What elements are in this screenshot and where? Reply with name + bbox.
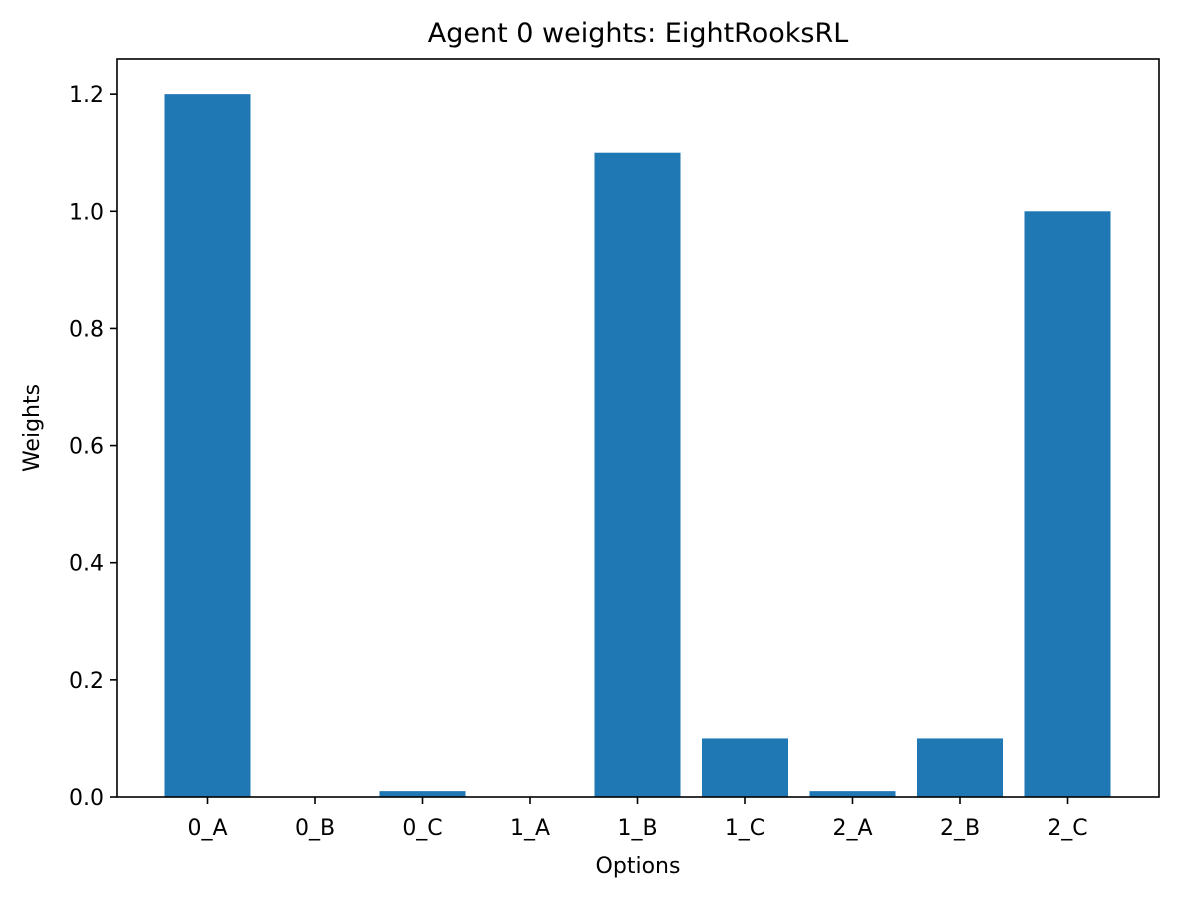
x-tick-label: 2_A	[832, 816, 872, 841]
y-axis-label: Weights	[20, 384, 45, 472]
y-tick-label: 0.2	[69, 669, 104, 694]
x-tick-label: 1_B	[617, 816, 657, 841]
plot-frame	[116, 58, 1160, 798]
bars-group	[164, 94, 1111, 798]
bar-0_A	[164, 94, 251, 797]
y-tick-label: 0.8	[69, 317, 104, 342]
x-tick-label: 0_A	[187, 816, 227, 841]
bar-2_B	[917, 738, 1003, 797]
x-tick-label: 1_A	[510, 816, 550, 841]
x-axis-label: Options	[596, 854, 681, 879]
bar-1_B	[594, 152, 681, 797]
x-tick-label: 0_C	[402, 816, 442, 841]
bar-2_A	[809, 791, 896, 797]
y-tick-label: 0.0	[69, 786, 104, 811]
bar-1_C	[702, 738, 788, 797]
y-axis-ticks: 0.0 0.2 0.4 0.6 0.8 1.0 1.2	[69, 83, 117, 811]
bar-0_C	[379, 791, 466, 797]
bar-2_C	[1024, 211, 1111, 798]
x-axis-ticks: 0_A 0_B 0_C 1_A 1_B 1_C 2_A 2_B 2_C	[187, 797, 1088, 841]
x-tick-label: 2_B	[940, 816, 980, 841]
x-tick-label: 1_C	[725, 816, 765, 841]
x-tick-label: 2_C	[1047, 816, 1087, 841]
y-tick-label: 0.6	[69, 435, 104, 460]
y-tick-label: 1.0	[69, 200, 104, 225]
y-tick-label: 0.4	[69, 552, 104, 577]
y-tick-label: 1.2	[69, 83, 104, 108]
x-tick-label: 0_B	[295, 816, 335, 841]
chart-title: Agent 0 weights: EightRooksRL	[428, 18, 849, 49]
